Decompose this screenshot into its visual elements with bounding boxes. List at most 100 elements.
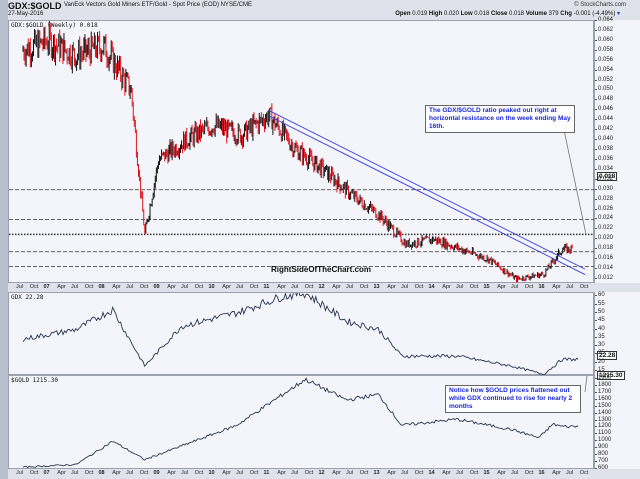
y-tick-label: 0.018 [598, 245, 614, 252]
x-tick-label: Apr [497, 284, 506, 290]
x-tick-label: Oct [84, 284, 94, 290]
x-tick-label: Oct [414, 470, 424, 476]
x-tick-label: Jul [401, 470, 409, 476]
x-tick-label: Apr [442, 284, 451, 290]
x-tick-label: 16 [538, 470, 545, 476]
x-tick-label: Oct [139, 470, 149, 476]
y-tick-label: 1000 [598, 437, 612, 444]
x-tick-label: Oct [359, 284, 369, 290]
x-axis-bottom: Jul Oct 07 Apr Jul Oct 08 Apr Jul Oct 09 Apr Jul Oct 1… [8, 469, 594, 479]
x-tick-label: Apr [552, 470, 561, 476]
x-tick-label: Apr [387, 470, 396, 476]
y-tick-label: 60 [598, 292, 605, 299]
y-tick-label: 1700 [598, 389, 612, 396]
x-tick-label: 12 [318, 470, 325, 476]
y-tick-label: 0.036 [598, 155, 614, 162]
x-tick-label: Jul [346, 470, 354, 476]
brand-credit: © StockCharts.com [574, 2, 626, 8]
ratio-y-axis: 0.018 0.012 0.014 0.016 0.018 0.020 0.022 0.02… [594, 17, 640, 283]
y-tick-label: 0.060 [598, 36, 614, 43]
y-tick-label: 0.046 [598, 106, 614, 113]
x-tick-label: 07 [43, 470, 50, 476]
y-tick-label: 1200 [598, 423, 612, 430]
gdx-line-plot [22, 293, 579, 376]
y-tick-label: 0.058 [598, 46, 614, 53]
y-tick-label: 0.026 [598, 205, 614, 212]
x-tick-label: Apr [442, 470, 451, 476]
ratio-candlestick-plot [9, 21, 595, 283]
x-tick-label: Apr [112, 284, 121, 290]
x-tick-label: Oct [194, 284, 204, 290]
y-tick-label: 1100 [598, 430, 611, 437]
y-tick-label: 800 [598, 450, 609, 457]
y-tick-label: 0.048 [598, 96, 614, 103]
y-tick-label: 600 [598, 464, 609, 471]
y-tick-label: 15 [598, 367, 605, 373]
x-tick-label: Oct [304, 284, 314, 290]
gdx-last-value-tag: 22.28 [597, 351, 618, 360]
high-value: 0.020 [443, 11, 459, 17]
x-tick-label: Jul [511, 470, 519, 476]
y-tick-label: 40 [598, 325, 605, 332]
y-tick-label: 20 [598, 358, 605, 365]
y-tick-label: 45 [598, 317, 605, 324]
x-tick-label: Apr [552, 284, 561, 290]
x-tick-label: Oct [249, 284, 259, 290]
y-tick-label: 0.022 [598, 225, 614, 232]
x-tick-label: Jul [126, 470, 134, 476]
x-axis-top: Jul Oct 07 Apr Jul Oct 08 Apr Jul Oct 09 Apr Jul Oct 1… [8, 283, 594, 292]
x-tick-label: Oct [194, 470, 204, 476]
y-tick-label: 50 [598, 308, 605, 315]
x-tick-label: Apr [277, 284, 286, 290]
change-value: -0.001 (-4.49%) [573, 11, 616, 17]
x-tick-label: Oct [139, 284, 149, 290]
x-tick-label: 16 [538, 284, 545, 290]
x-tick-label: Oct [29, 284, 39, 290]
y-tick-label: 35 [598, 333, 605, 340]
y-tick-label: 0.016 [598, 255, 614, 262]
y-tick-label: 0.030 [598, 185, 614, 192]
x-tick-label: 08 [98, 284, 105, 290]
gold-legend: $GOLD 1215.30 [11, 377, 58, 384]
x-tick-label: Jul [236, 470, 244, 476]
x-tick-label: Jul [456, 470, 464, 476]
x-tick-label: 08 [98, 470, 105, 476]
open-label: Open [395, 11, 411, 17]
x-tick-label: Apr [57, 470, 66, 476]
x-tick-label: Jul [511, 284, 519, 290]
x-tick-label: Jul [71, 470, 79, 476]
gdx-price-panel[interactable]: GDX 22.28 [8, 292, 594, 376]
x-tick-label: Apr [57, 284, 66, 290]
gold-line-plot [22, 376, 588, 469]
x-tick-label: 12 [318, 284, 325, 290]
y-tick-label: 1500 [598, 402, 612, 409]
y-tick-label: 0.032 [598, 175, 614, 182]
x-tick-label: 13 [373, 284, 380, 290]
x-tick-label: Oct [469, 284, 479, 290]
x-tick-label: Apr [167, 470, 176, 476]
gdx-legend: GDX 22.28 [11, 294, 44, 301]
x-tick-label: 07 [43, 284, 50, 290]
divergence-annotation: Notice how $GOLD prices flattened out wh… [445, 385, 581, 413]
ratio-price-panel[interactable]: GDX:$GOLD (Weekly) 0.018 The GDX/$GOLD r… [8, 20, 595, 283]
x-tick-label: 11 [263, 470, 270, 476]
y-tick-label: 0.056 [598, 56, 614, 63]
y-tick-label: 55 [598, 300, 605, 307]
left-scrollbar[interactable] [0, 0, 8, 479]
close-value: 0.018 [509, 11, 525, 17]
y-tick-label: 0.064 [598, 17, 614, 23]
x-tick-label: Jul [291, 470, 299, 476]
x-tick-label: Oct [29, 470, 39, 476]
y-tick-label: 25 [598, 350, 605, 357]
gold-price-panel[interactable]: $GOLD 1215.30 Notice how $GOLD prices fl… [8, 375, 594, 469]
x-tick-label: Jul [566, 284, 574, 290]
x-tick-label: 14 [428, 284, 435, 290]
ratio-legend: GDX:$GOLD (Weekly) 0.018 [11, 22, 98, 29]
y-tick-label: 0.020 [598, 235, 614, 242]
x-tick-label: Jul [566, 470, 574, 476]
y-tick-label: 1800 [598, 382, 612, 389]
x-tick-label: Apr [332, 284, 341, 290]
y-tick-label: 0.012 [598, 275, 614, 282]
y-tick-label: 0.062 [598, 26, 614, 33]
y-tick-label: 1400 [598, 409, 612, 416]
